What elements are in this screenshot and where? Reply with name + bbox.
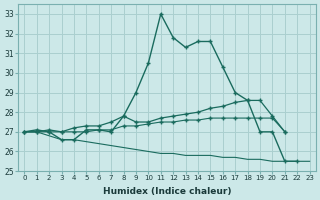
X-axis label: Humidex (Indice chaleur): Humidex (Indice chaleur) bbox=[103, 187, 231, 196]
